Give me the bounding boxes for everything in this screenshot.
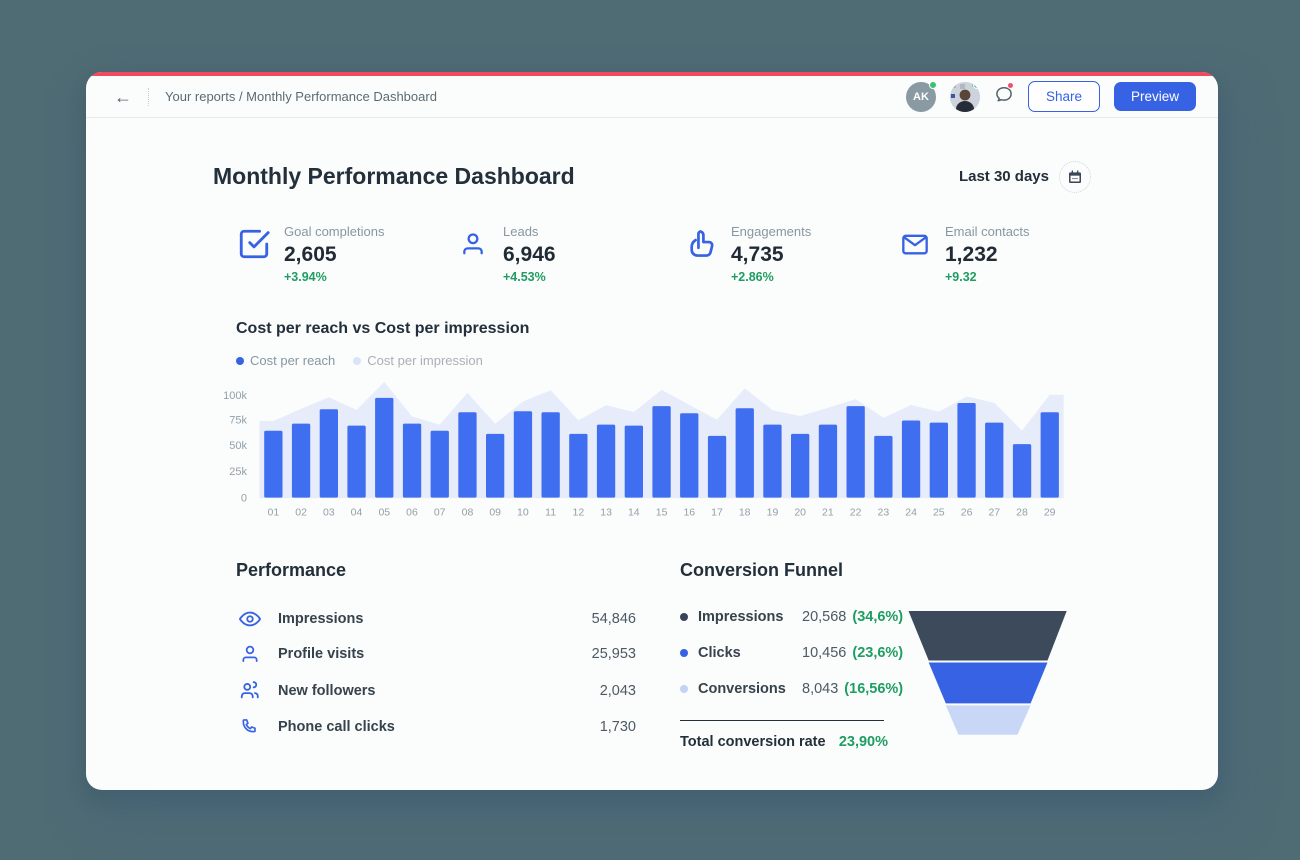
svg-text:23: 23 [878,507,890,519]
svg-text:05: 05 [378,507,390,519]
svg-text:0: 0 [241,493,247,505]
svg-text:17: 17 [711,507,723,519]
svg-text:04: 04 [351,507,363,519]
svg-text:13: 13 [600,507,612,519]
svg-text:20: 20 [794,507,806,519]
svg-text:03: 03 [323,507,335,519]
svg-text:22: 22 [850,507,862,519]
svg-text:01: 01 [268,507,280,519]
svg-text:14: 14 [628,507,640,519]
svg-text:11: 11 [545,507,556,519]
svg-text:07: 07 [434,507,446,519]
svg-text:100k: 100k [223,390,247,402]
svg-text:50k: 50k [229,440,247,452]
svg-text:29: 29 [1044,507,1056,519]
svg-text:12: 12 [573,507,585,519]
svg-text:02: 02 [295,507,307,519]
svg-text:19: 19 [767,507,779,519]
svg-text:28: 28 [1016,507,1028,519]
svg-text:09: 09 [489,507,501,519]
svg-text:21: 21 [822,507,834,519]
svg-text:24: 24 [905,507,917,519]
svg-text:25k: 25k [229,466,247,478]
svg-text:27: 27 [988,507,1000,519]
svg-text:15: 15 [656,507,668,519]
svg-text:10: 10 [517,507,529,519]
svg-text:16: 16 [683,507,695,519]
svg-text:18: 18 [739,507,751,519]
svg-text:06: 06 [406,507,418,519]
svg-text:26: 26 [961,507,973,519]
svg-text:08: 08 [462,507,474,519]
svg-text:25: 25 [933,507,945,519]
svg-text:75k: 75k [229,415,247,427]
